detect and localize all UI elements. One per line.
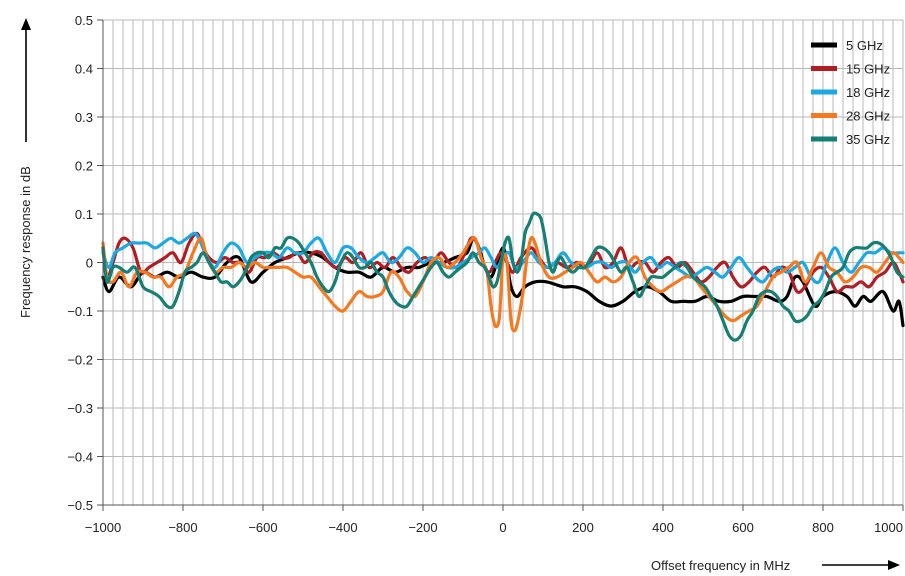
- y-tick-label: −0.2: [67, 353, 93, 368]
- y-tick-label: 0.3: [75, 110, 93, 125]
- x-axis-label: Offset frequency in MHz: [651, 558, 790, 573]
- x-axis-label-group: Offset frequency in MHz: [651, 558, 900, 573]
- legend-label-35-ghz: 35 GHz: [846, 132, 890, 147]
- y-tick-label: 0.4: [75, 62, 93, 77]
- y-tick-label: 0.5: [75, 13, 93, 28]
- series-lines: [101, 211, 905, 342]
- legend-label-28-ghz: 28 GHz: [846, 109, 890, 124]
- tick-labels: −0.5 −0.4 −0.3 −0.2 −0.1 0 0.1 0.2 0.3 0.4 0.5 −100…: [67, 13, 903, 535]
- x-tick-label: 400: [652, 520, 674, 535]
- legend-label-5-ghz: 5 GHz: [846, 38, 883, 53]
- x-tick-label: −400: [328, 520, 357, 535]
- x-tick-label: 600: [732, 520, 754, 535]
- legend: 5 GHz 15 GHz 18 GHz 28 GHz 35 GHz: [811, 38, 890, 147]
- legend-label-18-ghz: 18 GHz: [846, 85, 890, 100]
- axes: [97, 19, 904, 511]
- x-tick-label: 1000: [874, 520, 903, 535]
- x-tick-label: −600: [248, 520, 277, 535]
- y-tick-label: 0.1: [75, 207, 93, 222]
- y-tick-label: −0.3: [67, 401, 93, 416]
- y-axis-arrow-head: [21, 18, 31, 30]
- y-axis-label-group: Frequency response in dB: [18, 18, 33, 318]
- y-tick-label: −0.1: [67, 304, 93, 319]
- y-tick-label: −0.5: [67, 498, 93, 513]
- x-tick-label: 200: [572, 520, 594, 535]
- x-tick-label: −800: [168, 520, 197, 535]
- x-tick-label: −200: [408, 520, 437, 535]
- x-tick-label: −1000: [85, 520, 122, 535]
- x-axis-arrow-head: [888, 560, 900, 570]
- y-tick-label: −0.4: [67, 450, 93, 465]
- x-tick-label: 0: [499, 520, 506, 535]
- y-axis-label: Frequency response in dB: [18, 166, 33, 318]
- x-tick-label: 800: [812, 520, 834, 535]
- y-tick-label: 0: [86, 256, 93, 271]
- series-line-35-ghz: [101, 211, 905, 342]
- legend-label-15-ghz: 15 GHz: [846, 62, 890, 77]
- y-tick-label: 0.2: [75, 159, 93, 174]
